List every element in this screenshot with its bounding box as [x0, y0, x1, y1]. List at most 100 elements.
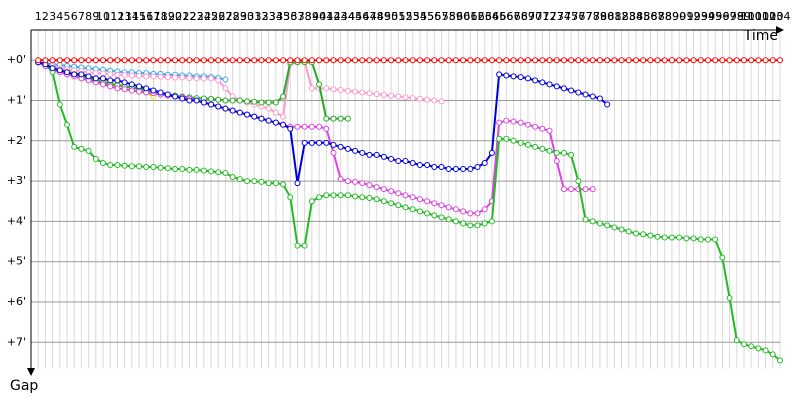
data-point — [272, 57, 279, 64]
data-point — [107, 57, 114, 64]
y-tick-label: +1' — [7, 94, 26, 107]
data-point — [265, 99, 272, 106]
x-tick-label: 98 — [730, 10, 744, 23]
data-point — [186, 166, 193, 173]
data-point — [258, 99, 265, 106]
data-point — [733, 337, 740, 344]
x-tick-label: 45 — [348, 10, 362, 23]
data-point — [431, 97, 438, 104]
data-point — [344, 192, 351, 199]
x-tick-label: 7 — [78, 10, 85, 23]
x-tick-label: 96 — [715, 10, 729, 23]
data-point — [352, 57, 359, 64]
data-point — [452, 166, 459, 173]
data-point — [373, 196, 380, 203]
x-tick-label: 31 — [247, 10, 261, 23]
y-tick-label: +3' — [7, 174, 26, 187]
data-point — [488, 57, 495, 64]
data-point — [308, 139, 315, 146]
data-point — [474, 57, 481, 64]
data-point — [164, 57, 171, 64]
y-axis-title: Gap — [10, 378, 38, 394]
x-tick-label: 9 — [92, 10, 99, 23]
x-tick-label: 39 — [305, 10, 319, 23]
data-point — [366, 182, 373, 189]
data-point — [229, 97, 236, 104]
data-point — [222, 97, 229, 104]
data-point — [359, 149, 366, 156]
x-tick-label: 17 — [146, 10, 160, 23]
y-tick-label: +7' — [7, 335, 26, 348]
data-point — [445, 216, 452, 223]
x-tick-label: 11 — [103, 10, 117, 23]
data-point — [568, 151, 575, 158]
data-point — [654, 57, 661, 64]
data-point — [337, 115, 344, 122]
data-point — [236, 97, 243, 104]
x-tick-label: 97 — [723, 10, 737, 23]
x-tick-label: 92 — [687, 10, 701, 23]
data-point — [193, 97, 200, 104]
data-point — [697, 236, 704, 243]
x-tick-label: 23 — [190, 10, 204, 23]
data-point — [78, 57, 85, 64]
data-point — [402, 57, 409, 64]
data-point — [532, 57, 539, 64]
data-point — [424, 57, 431, 64]
data-point — [316, 81, 323, 88]
x-tick-label: 15 — [132, 10, 146, 23]
data-point — [777, 357, 783, 364]
data-point — [251, 178, 258, 185]
data-point — [712, 236, 719, 243]
data-point — [229, 57, 236, 64]
data-point — [366, 151, 373, 158]
x-tick-label: 4 — [56, 10, 63, 23]
data-point — [647, 57, 654, 64]
x-tick-label: 3 — [49, 10, 56, 23]
data-point — [280, 113, 287, 120]
y-axis-arrow — [27, 368, 35, 376]
data-point — [172, 57, 179, 64]
x-tick-label: 55 — [420, 10, 434, 23]
data-point — [208, 101, 215, 108]
data-point — [164, 165, 171, 172]
data-point — [128, 57, 135, 64]
data-point — [272, 99, 279, 106]
x-tick-label: 66 — [499, 10, 513, 23]
data-point — [452, 206, 459, 213]
data-point — [49, 57, 56, 64]
data-point — [107, 71, 114, 78]
x-tick-label: 46 — [355, 10, 369, 23]
data-point — [445, 57, 452, 64]
data-point — [107, 83, 114, 90]
data-point — [416, 95, 423, 102]
x-tick-label: 54 — [413, 10, 427, 23]
data-point — [488, 149, 495, 156]
data-point — [128, 163, 135, 170]
x-tick-label: 72 — [543, 10, 557, 23]
data-point — [524, 121, 531, 128]
data-point — [114, 85, 121, 92]
data-point — [179, 57, 186, 64]
data-point — [100, 75, 107, 82]
data-point — [179, 95, 186, 102]
data-point — [496, 57, 503, 64]
data-point — [416, 196, 423, 203]
data-point — [251, 57, 258, 64]
data-point — [604, 101, 611, 108]
data-point — [215, 96, 222, 103]
data-point — [517, 119, 524, 126]
data-point — [49, 65, 56, 72]
data-point — [114, 161, 121, 168]
data-point — [114, 71, 121, 78]
x-tick-label: 64 — [485, 10, 499, 23]
x-tick-label: 47 — [362, 10, 376, 23]
data-point — [395, 157, 402, 164]
x-tick-label: 68 — [514, 10, 528, 23]
data-point — [208, 57, 215, 64]
data-point — [143, 85, 150, 92]
data-point — [344, 57, 351, 64]
x-axis-arrow — [776, 26, 784, 34]
data-point — [150, 57, 157, 64]
data-point — [258, 115, 265, 122]
